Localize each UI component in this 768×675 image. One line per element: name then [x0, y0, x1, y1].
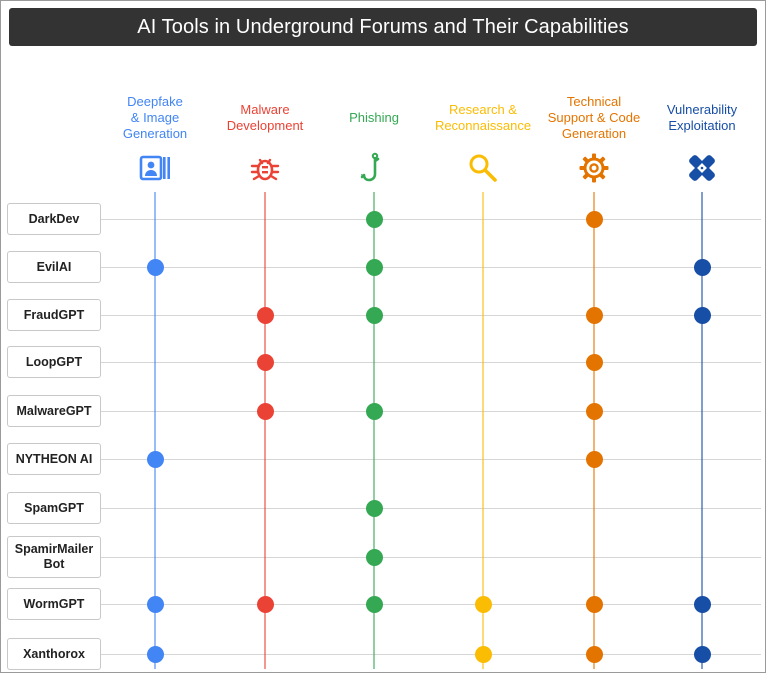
- column-gridline: [264, 192, 266, 669]
- capability-dot: [146, 450, 164, 468]
- row-gridline: [101, 459, 761, 460]
- capability-dot: [585, 595, 603, 613]
- row-gridline: [101, 557, 761, 558]
- tool-label: SpamGPT: [7, 492, 101, 524]
- column-gridline: [701, 192, 703, 669]
- tool-label: FraudGPT: [7, 299, 101, 331]
- column-header-line: Development: [226, 118, 304, 133]
- capability-dot: [365, 499, 383, 517]
- capability-dot: [585, 402, 603, 420]
- row-gridline: [101, 315, 761, 316]
- column-gridline: [593, 192, 595, 669]
- tool-label: EvilAI: [7, 251, 101, 283]
- column-gridline: [373, 192, 375, 669]
- tool-label-line: FraudGPT: [23, 307, 85, 322]
- column-gridline: [482, 192, 484, 669]
- capability-dot: [365, 258, 383, 276]
- capability-dot: [585, 645, 603, 663]
- row-gridline: [101, 362, 761, 363]
- column-header: Vulnerability Exploitation: [642, 92, 762, 144]
- column-header: Technical Support & Code Generation: [534, 92, 654, 144]
- row-gridline: [101, 219, 761, 220]
- tool-label-line: EvilAI: [36, 259, 72, 274]
- row-gridline: [101, 654, 761, 655]
- tool-label: DarkDev: [7, 203, 101, 235]
- capability-dot: [585, 210, 603, 228]
- column-header-line: Technical: [566, 94, 622, 109]
- capability-dot: [256, 353, 274, 371]
- column-header-line: Phishing: [349, 110, 399, 125]
- column-header-line: Generation: [561, 126, 627, 141]
- magnifier-icon: [467, 152, 499, 184]
- bandage-x-icon: [686, 152, 718, 184]
- capability-dot: [585, 450, 603, 468]
- capability-dot: [474, 595, 492, 613]
- capability-dot: [693, 645, 711, 663]
- row-gridline: [101, 267, 761, 268]
- column-header-line: Generation: [122, 126, 188, 141]
- column-header: Malware Development: [205, 92, 325, 144]
- column-header-line: Vulnerability: [666, 102, 738, 117]
- column-gridline: [154, 192, 156, 669]
- tool-label-line: WormGPT: [23, 596, 85, 611]
- fishhook-icon: [358, 152, 390, 184]
- capability-dot: [365, 595, 383, 613]
- capability-dot: [146, 258, 164, 276]
- capability-dot: [365, 306, 383, 324]
- tool-label-line: DarkDev: [28, 211, 80, 226]
- capability-dot: [585, 306, 603, 324]
- row-gridline: [101, 411, 761, 412]
- capability-dot: [693, 306, 711, 324]
- capability-dot: [256, 595, 274, 613]
- capability-dot: [585, 353, 603, 371]
- capability-dot: [256, 402, 274, 420]
- capability-dot: [693, 595, 711, 613]
- row-gridline: [101, 604, 761, 605]
- column-header-line: Deepfake: [127, 94, 183, 109]
- column-header-line: Malware: [240, 102, 290, 117]
- column-header-line: Exploitation: [668, 118, 736, 133]
- column-header: Deepfake & Image Generation: [95, 92, 215, 144]
- page-title: AI Tools in Underground Forums and Their…: [9, 8, 757, 46]
- capability-dot: [146, 645, 164, 663]
- tool-label: NYTHEON AI: [7, 443, 101, 475]
- capability-dot: [693, 258, 711, 276]
- capability-dot: [474, 645, 492, 663]
- gear-icon: [578, 152, 610, 184]
- tool-label-line: LoopGPT: [25, 354, 83, 369]
- tool-label-line: SpamGPT: [24, 500, 84, 515]
- tool-label-line: SpamirMailer: [14, 542, 94, 556]
- column-header: Phishing: [314, 92, 434, 144]
- column-header-line: Reconnaissance: [434, 118, 532, 133]
- row-gridline: [101, 508, 761, 509]
- capability-dot: [256, 306, 274, 324]
- tool-label: LoopGPT: [7, 346, 101, 378]
- tool-label-line: MalwareGPT: [16, 403, 92, 418]
- bug-icon: [249, 152, 281, 184]
- column-header-line: Research &: [449, 102, 517, 117]
- capability-dot: [365, 402, 383, 420]
- tool-label: MalwareGPT: [7, 395, 101, 427]
- tool-label-line: Bot: [43, 557, 65, 571]
- tool-label: WormGPT: [7, 588, 101, 620]
- capability-dot: [365, 548, 383, 566]
- column-header-line: & Image: [130, 110, 180, 125]
- column-header: Research & Reconnaissance: [423, 92, 543, 144]
- column-header-line: Support & Code: [547, 110, 641, 125]
- capability-dot: [146, 595, 164, 613]
- tool-label-line: Xanthorox: [23, 646, 85, 661]
- capability-dot: [365, 210, 383, 228]
- tool-label: SpamirMailer Bot: [7, 536, 101, 578]
- portrait-image-icon: [139, 152, 171, 184]
- tool-label-line: NYTHEON AI: [15, 451, 93, 466]
- tool-label: Xanthorox: [7, 638, 101, 670]
